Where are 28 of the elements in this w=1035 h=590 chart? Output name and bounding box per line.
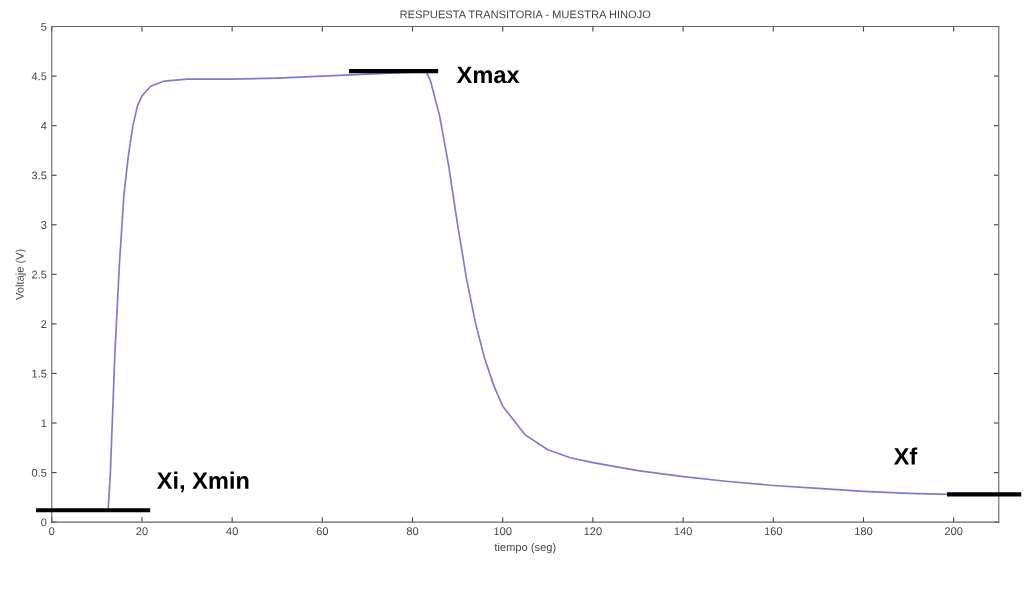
y-tick-label: 3 (41, 221, 47, 229)
x-axis-title: tiempo (seg) (494, 542, 556, 554)
annotation: Xf (893, 447, 918, 465)
x-tick-label: 120 (584, 527, 602, 536)
x-tick-label: 200 (944, 527, 963, 536)
y-tick-label: 5 (41, 22, 47, 31)
y-tick-label: 4.5 (31, 72, 47, 81)
y-tick-label: 2.5 (32, 270, 47, 279)
x-tick-label: 40 (226, 527, 238, 536)
y-tick-label: 2 (41, 320, 47, 328)
y-tick-label: 0 (41, 518, 47, 527)
y-tick-label: 4 (40, 122, 47, 130)
annotation: Xmax (456, 66, 520, 84)
chart-title: RESPUESTA TRANSITORIA - MUESTRA HINOJO (400, 10, 651, 19)
annotation: Xi, Xmin (156, 471, 249, 493)
x-tick-label: 160 (764, 527, 783, 536)
y-tick-label: 0.5 (31, 468, 47, 477)
x-tick-label: 140 (674, 527, 692, 536)
y-tick-label: 1.5 (32, 369, 47, 378)
x-tick-label: 80 (406, 527, 419, 536)
x-tick-label: 60 (316, 527, 329, 536)
x-tick-label: 180 (855, 527, 873, 536)
x-tick-label: 20 (136, 527, 148, 536)
y-tick-label: 3.5 (31, 171, 47, 180)
y-tick-label: 1 (41, 419, 47, 428)
y-axis-title: Voltaje (V) (15, 249, 26, 300)
x-tick-label: 0 (49, 527, 55, 536)
x-tick-label: 100 (494, 527, 512, 536)
